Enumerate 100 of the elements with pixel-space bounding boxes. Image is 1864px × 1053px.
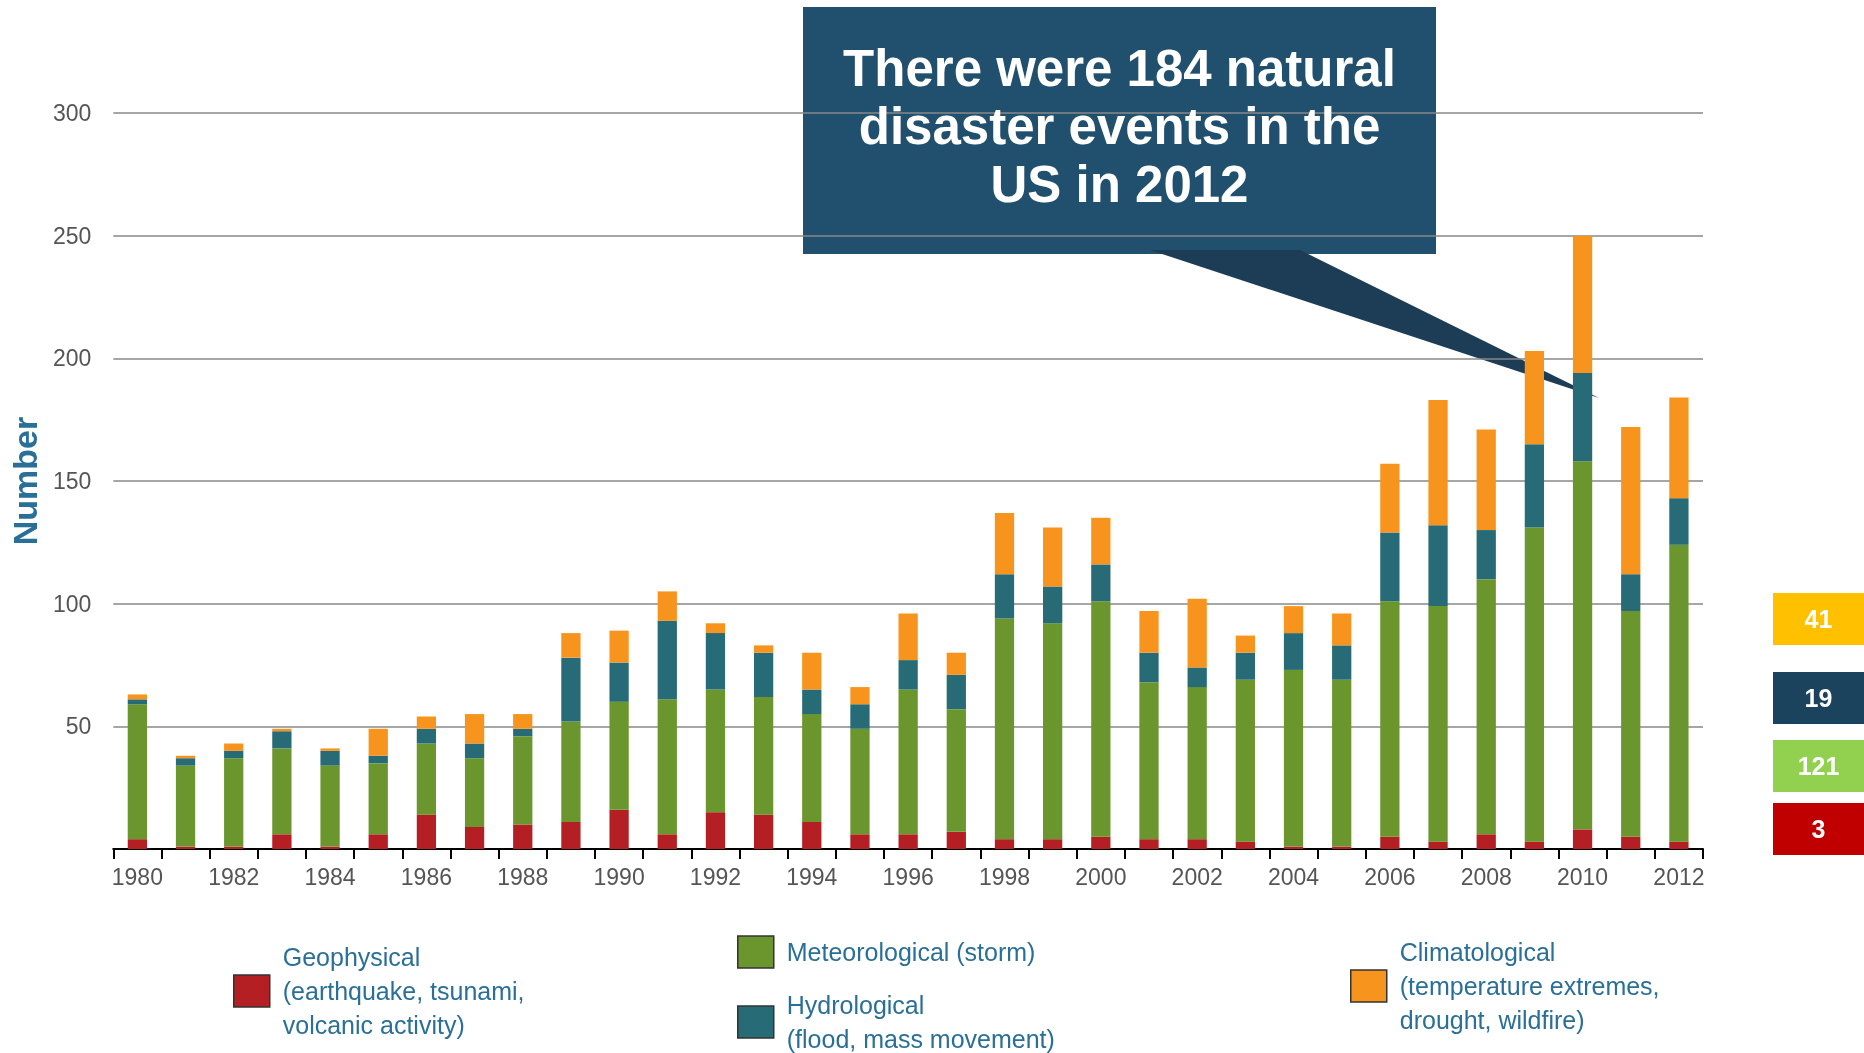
bar xyxy=(127,699,147,705)
bar xyxy=(802,652,822,690)
bar xyxy=(561,657,581,722)
bar xyxy=(802,689,822,715)
text: 19 xyxy=(1773,672,1864,724)
x-tick-label: 1986 xyxy=(400,863,452,890)
bar xyxy=(994,618,1015,840)
bar xyxy=(1235,635,1255,653)
bar xyxy=(416,728,437,744)
x-tick-label: 2004 xyxy=(1267,863,1320,890)
x-tick-label: 1994 xyxy=(786,863,838,890)
legend-label: Hydrological (flood, mass movement) xyxy=(786,991,1055,1053)
bar xyxy=(994,839,1015,849)
y-tick-label: 100 xyxy=(52,590,92,617)
bar xyxy=(850,834,870,849)
x-tick-label: 2012 xyxy=(1653,863,1705,890)
bar xyxy=(1380,532,1400,602)
bar xyxy=(1621,574,1641,612)
y-tick-label: 300 xyxy=(52,100,92,126)
bar xyxy=(1428,841,1448,849)
bar xyxy=(657,699,677,835)
bar xyxy=(705,812,726,849)
bar xyxy=(1572,829,1593,849)
y-tick-label: 150 xyxy=(52,468,92,494)
bar xyxy=(657,620,677,700)
bar xyxy=(1187,687,1207,840)
bar xyxy=(946,831,966,849)
bar xyxy=(1332,613,1352,646)
x-tick-label: 1988 xyxy=(497,863,549,890)
bar xyxy=(1043,527,1063,587)
bar xyxy=(1043,586,1063,624)
bar xyxy=(850,704,870,729)
bar xyxy=(175,758,196,766)
bar xyxy=(1380,463,1400,533)
bar xyxy=(705,633,726,690)
bar xyxy=(898,660,918,690)
bar xyxy=(1091,601,1111,837)
bar xyxy=(561,633,581,658)
text: 121 xyxy=(1773,740,1864,792)
bar xyxy=(1380,836,1400,849)
bar xyxy=(1091,564,1111,602)
bar xyxy=(802,714,822,823)
bar xyxy=(1572,235,1593,374)
bar xyxy=(1091,836,1111,849)
x-tick-label: 1990 xyxy=(593,863,645,890)
bar xyxy=(272,731,292,749)
bar xyxy=(609,809,629,849)
y-axis-title: Number xyxy=(6,416,44,546)
bar xyxy=(898,613,918,661)
bar xyxy=(1621,427,1641,575)
x-tick-label: 2002 xyxy=(1171,863,1223,890)
text: 41 xyxy=(1773,593,1864,645)
bar xyxy=(609,630,629,663)
bar xyxy=(1283,669,1304,847)
legend-label: Climatological (temperature extremes, drought, wildfire) xyxy=(1399,938,1667,1034)
x-tick-label: 2010 xyxy=(1556,863,1609,890)
x-tick-label: 1984 xyxy=(304,863,356,890)
bar xyxy=(753,652,774,697)
bar xyxy=(657,591,677,621)
bar xyxy=(1524,350,1545,445)
bar xyxy=(1524,841,1545,849)
bar xyxy=(850,728,870,835)
bar xyxy=(1187,839,1207,849)
bar xyxy=(753,696,774,815)
x-tick-label: 1992 xyxy=(689,863,742,890)
bar xyxy=(1428,400,1448,526)
bar xyxy=(753,645,774,653)
annotation: There were 184 natural disaster events in the US in 2012 xyxy=(842,40,1397,214)
bar xyxy=(705,689,726,813)
bar xyxy=(224,750,244,759)
bar xyxy=(994,574,1015,619)
x-tick-label: 1998 xyxy=(978,863,1031,890)
bar xyxy=(513,714,533,729)
bar xyxy=(127,704,147,840)
bar xyxy=(1043,839,1063,849)
bar xyxy=(368,755,388,764)
y-tick-label: 200 xyxy=(52,345,92,372)
bar xyxy=(898,834,918,849)
bar xyxy=(1332,679,1352,847)
bar xyxy=(1669,841,1689,849)
bar xyxy=(368,763,388,835)
bar xyxy=(561,822,581,849)
bar xyxy=(1332,645,1352,680)
y-tick-label: 50 xyxy=(65,713,92,740)
bar xyxy=(946,709,966,832)
bar xyxy=(1187,667,1207,688)
bar xyxy=(561,721,581,823)
bar xyxy=(416,743,437,815)
legend-label: Geophysical (earthquake, tsunami, volcanic activity) xyxy=(282,943,532,1039)
bar xyxy=(994,512,1015,575)
x-tick-label: 2000 xyxy=(1075,863,1127,890)
bar xyxy=(368,728,388,756)
bar xyxy=(1235,841,1255,849)
bar xyxy=(1283,606,1304,634)
bar xyxy=(705,623,726,634)
bar xyxy=(1669,544,1689,842)
bar xyxy=(1139,682,1159,840)
bar xyxy=(1139,611,1159,653)
bar xyxy=(1572,373,1593,462)
bar xyxy=(609,662,629,702)
